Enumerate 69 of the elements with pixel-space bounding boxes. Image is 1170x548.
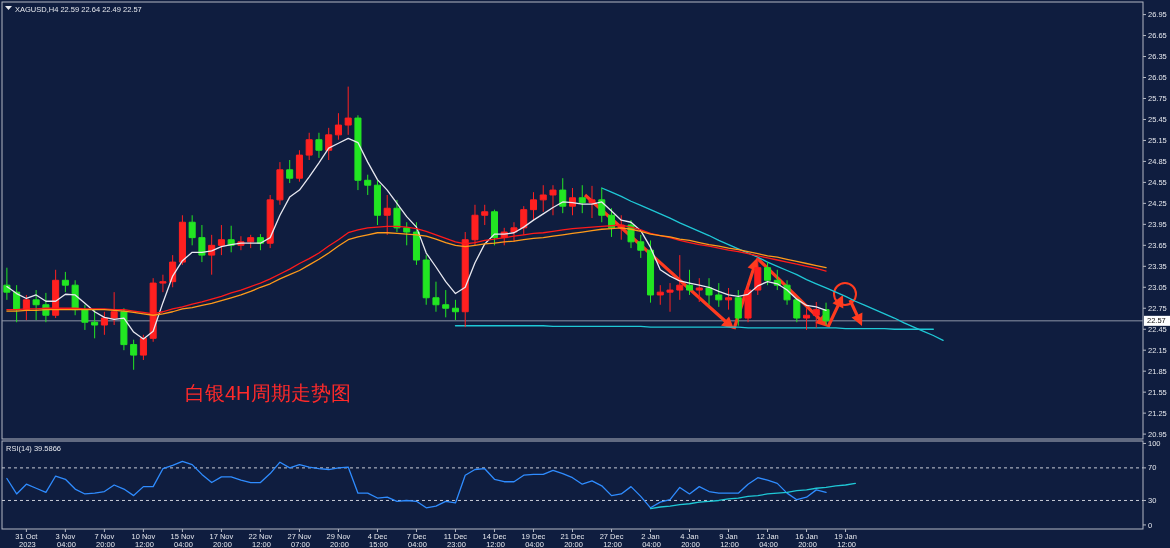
candlestick <box>91 309 99 339</box>
candlestick <box>344 86 352 136</box>
candlestick <box>490 209 499 246</box>
candlestick <box>442 289 450 318</box>
annotation: 白银4H周期走势图 <box>185 382 351 404</box>
candlestick <box>803 307 811 331</box>
candlestick <box>744 284 752 323</box>
candlestick <box>32 289 40 321</box>
candlestick <box>295 149 303 183</box>
candlestick <box>666 282 674 313</box>
candlestick <box>559 177 567 214</box>
candlestick <box>256 233 264 251</box>
candlestick <box>598 187 606 223</box>
candlestick <box>120 307 128 351</box>
candlestick <box>325 127 333 161</box>
candlestick <box>676 254 684 301</box>
candlestick <box>130 339 138 371</box>
candlestick <box>315 132 323 159</box>
candlestick <box>364 174 372 196</box>
candlestick <box>305 132 313 161</box>
candlestick <box>549 184 557 216</box>
candlestick <box>705 277 713 306</box>
candlestick <box>3 267 11 301</box>
candlestick <box>403 221 411 246</box>
candlestick <box>451 299 459 321</box>
candlestick <box>715 282 723 308</box>
candlestick <box>432 281 440 313</box>
candlestick <box>539 184 547 213</box>
candlestick <box>100 311 108 336</box>
line-series <box>6 460 827 509</box>
candlestick <box>783 279 791 306</box>
candlestick <box>607 207 616 238</box>
candlestick <box>481 204 489 226</box>
candlestick <box>227 225 235 253</box>
line-series <box>649 482 856 510</box>
candlestick <box>812 301 820 329</box>
candlestick <box>208 234 216 276</box>
candlestick <box>734 289 742 327</box>
candlestick <box>276 161 284 206</box>
candlestick <box>695 277 703 303</box>
candlestick <box>764 261 772 286</box>
candlestick <box>247 234 255 249</box>
candlestick <box>178 214 186 266</box>
candlestick <box>588 185 596 219</box>
candlestick <box>656 284 664 306</box>
candlestick <box>266 194 274 249</box>
candlestick <box>354 114 362 191</box>
candlestick <box>198 224 206 263</box>
candlestick <box>139 334 147 361</box>
candlestick <box>422 254 430 306</box>
candlestick <box>61 271 69 293</box>
candlestick <box>725 287 733 311</box>
candlestick <box>578 184 586 214</box>
candlestick <box>754 256 762 296</box>
candlestick <box>286 159 294 184</box>
candlestick <box>188 214 196 246</box>
candlestick <box>686 269 694 296</box>
candlestick <box>217 224 225 256</box>
candlestick <box>334 112 342 141</box>
candlestick <box>159 274 167 293</box>
candlestick <box>822 302 830 326</box>
candlestick <box>393 199 401 233</box>
candlestick <box>412 221 420 266</box>
candlestick <box>637 234 645 259</box>
candlestick <box>81 304 89 331</box>
candlestick <box>373 179 381 226</box>
candlestick <box>529 191 538 221</box>
candlestick <box>793 297 801 323</box>
candlestick <box>646 239 655 304</box>
